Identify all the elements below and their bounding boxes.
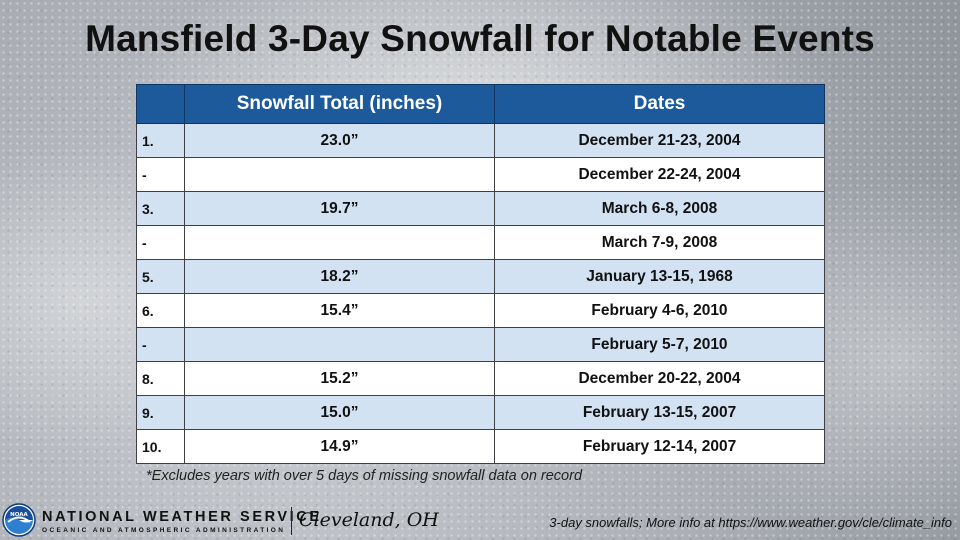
snowfall-total-cell: 15.2”	[184, 361, 495, 396]
source-note: 3-day snowfalls; More info at https://ww…	[549, 515, 952, 530]
noaa-logo-text: NOAA	[10, 512, 28, 518]
snowfall-table: Snowfall Total (inches) Dates 1. 23.0” Dec…	[136, 84, 825, 464]
dates-cell: February 5-7, 2010	[494, 327, 825, 362]
dates-cell: March 6-8, 2008	[494, 191, 825, 226]
rank-cell: -	[136, 225, 185, 260]
table-row: - March 7-9, 2008	[136, 225, 825, 260]
agency-name: NATIONAL WEATHER SERVICE	[42, 509, 322, 525]
rank-cell: 10.	[136, 429, 185, 464]
table-row: 1. 23.0” December 21-23, 2004	[136, 123, 825, 158]
header-rank	[136, 84, 185, 124]
header-snowfall-total: Snowfall Total (inches)	[184, 84, 495, 124]
slide-title: Mansfield 3-Day Snowfall for Notable Eve…	[85, 18, 875, 59]
table-row: 3. 19.7” March 6-8, 2008	[136, 191, 825, 226]
snowfall-total-cell: 23.0”	[184, 123, 495, 158]
header-dates: Dates	[494, 84, 825, 124]
rank-cell: -	[136, 327, 185, 362]
snowfall-total-cell: 14.9”	[184, 429, 495, 464]
table-row: - February 5-7, 2010	[136, 327, 825, 362]
table-row: 10. 14.9” February 12-14, 2007	[136, 429, 825, 464]
footnote: *Excludes years with over 5 days of miss…	[146, 468, 583, 484]
snowfall-total-cell: 19.7”	[184, 191, 495, 226]
dates-cell: February 13-15, 2007	[494, 395, 825, 430]
parent-agency-name: OCEANIC AND ATMOSPHERIC ADMINISTRATION	[42, 527, 286, 534]
dates-cell: December 22-24, 2004	[494, 157, 825, 192]
table-row: - December 22-24, 2004	[136, 157, 825, 192]
dates-cell: February 12-14, 2007	[494, 429, 825, 464]
rank-cell: 3.	[136, 191, 185, 226]
noaa-logo-icon: NOAA	[2, 503, 36, 537]
table-row: 8. 15.2” December 20-22, 2004	[136, 361, 825, 396]
snowfall-total-cell	[184, 327, 495, 362]
table-row: 6. 15.4” February 4-6, 2010	[136, 293, 825, 328]
dates-cell: January 13-15, 1968	[494, 259, 825, 294]
snowfall-total-cell: 15.0”	[184, 395, 495, 430]
rank-cell: 8.	[136, 361, 185, 396]
dates-cell: December 21-23, 2004	[494, 123, 825, 158]
table-header-row: Snowfall Total (inches) Dates	[136, 84, 825, 124]
rank-cell: 1.	[136, 123, 185, 158]
dates-cell: March 7-9, 2008	[494, 225, 825, 260]
rank-cell: 5.	[136, 259, 185, 294]
branding-divider	[291, 507, 292, 535]
dates-cell: February 4-6, 2010	[494, 293, 825, 328]
table-row: 9. 15.0” February 13-15, 2007	[136, 395, 825, 430]
rank-cell: 6.	[136, 293, 185, 328]
snowfall-total-cell: 15.4”	[184, 293, 495, 328]
snowfall-total-cell	[184, 157, 495, 192]
snowfall-total-cell	[184, 225, 495, 260]
snowfall-total-cell: 18.2”	[184, 259, 495, 294]
office-name: Cleveland, OH	[299, 509, 439, 531]
dates-cell: December 20-22, 2004	[494, 361, 825, 396]
rank-cell: -	[136, 157, 185, 192]
table-row: 5. 18.2” January 13-15, 1968	[136, 259, 825, 294]
rank-cell: 9.	[136, 395, 185, 430]
